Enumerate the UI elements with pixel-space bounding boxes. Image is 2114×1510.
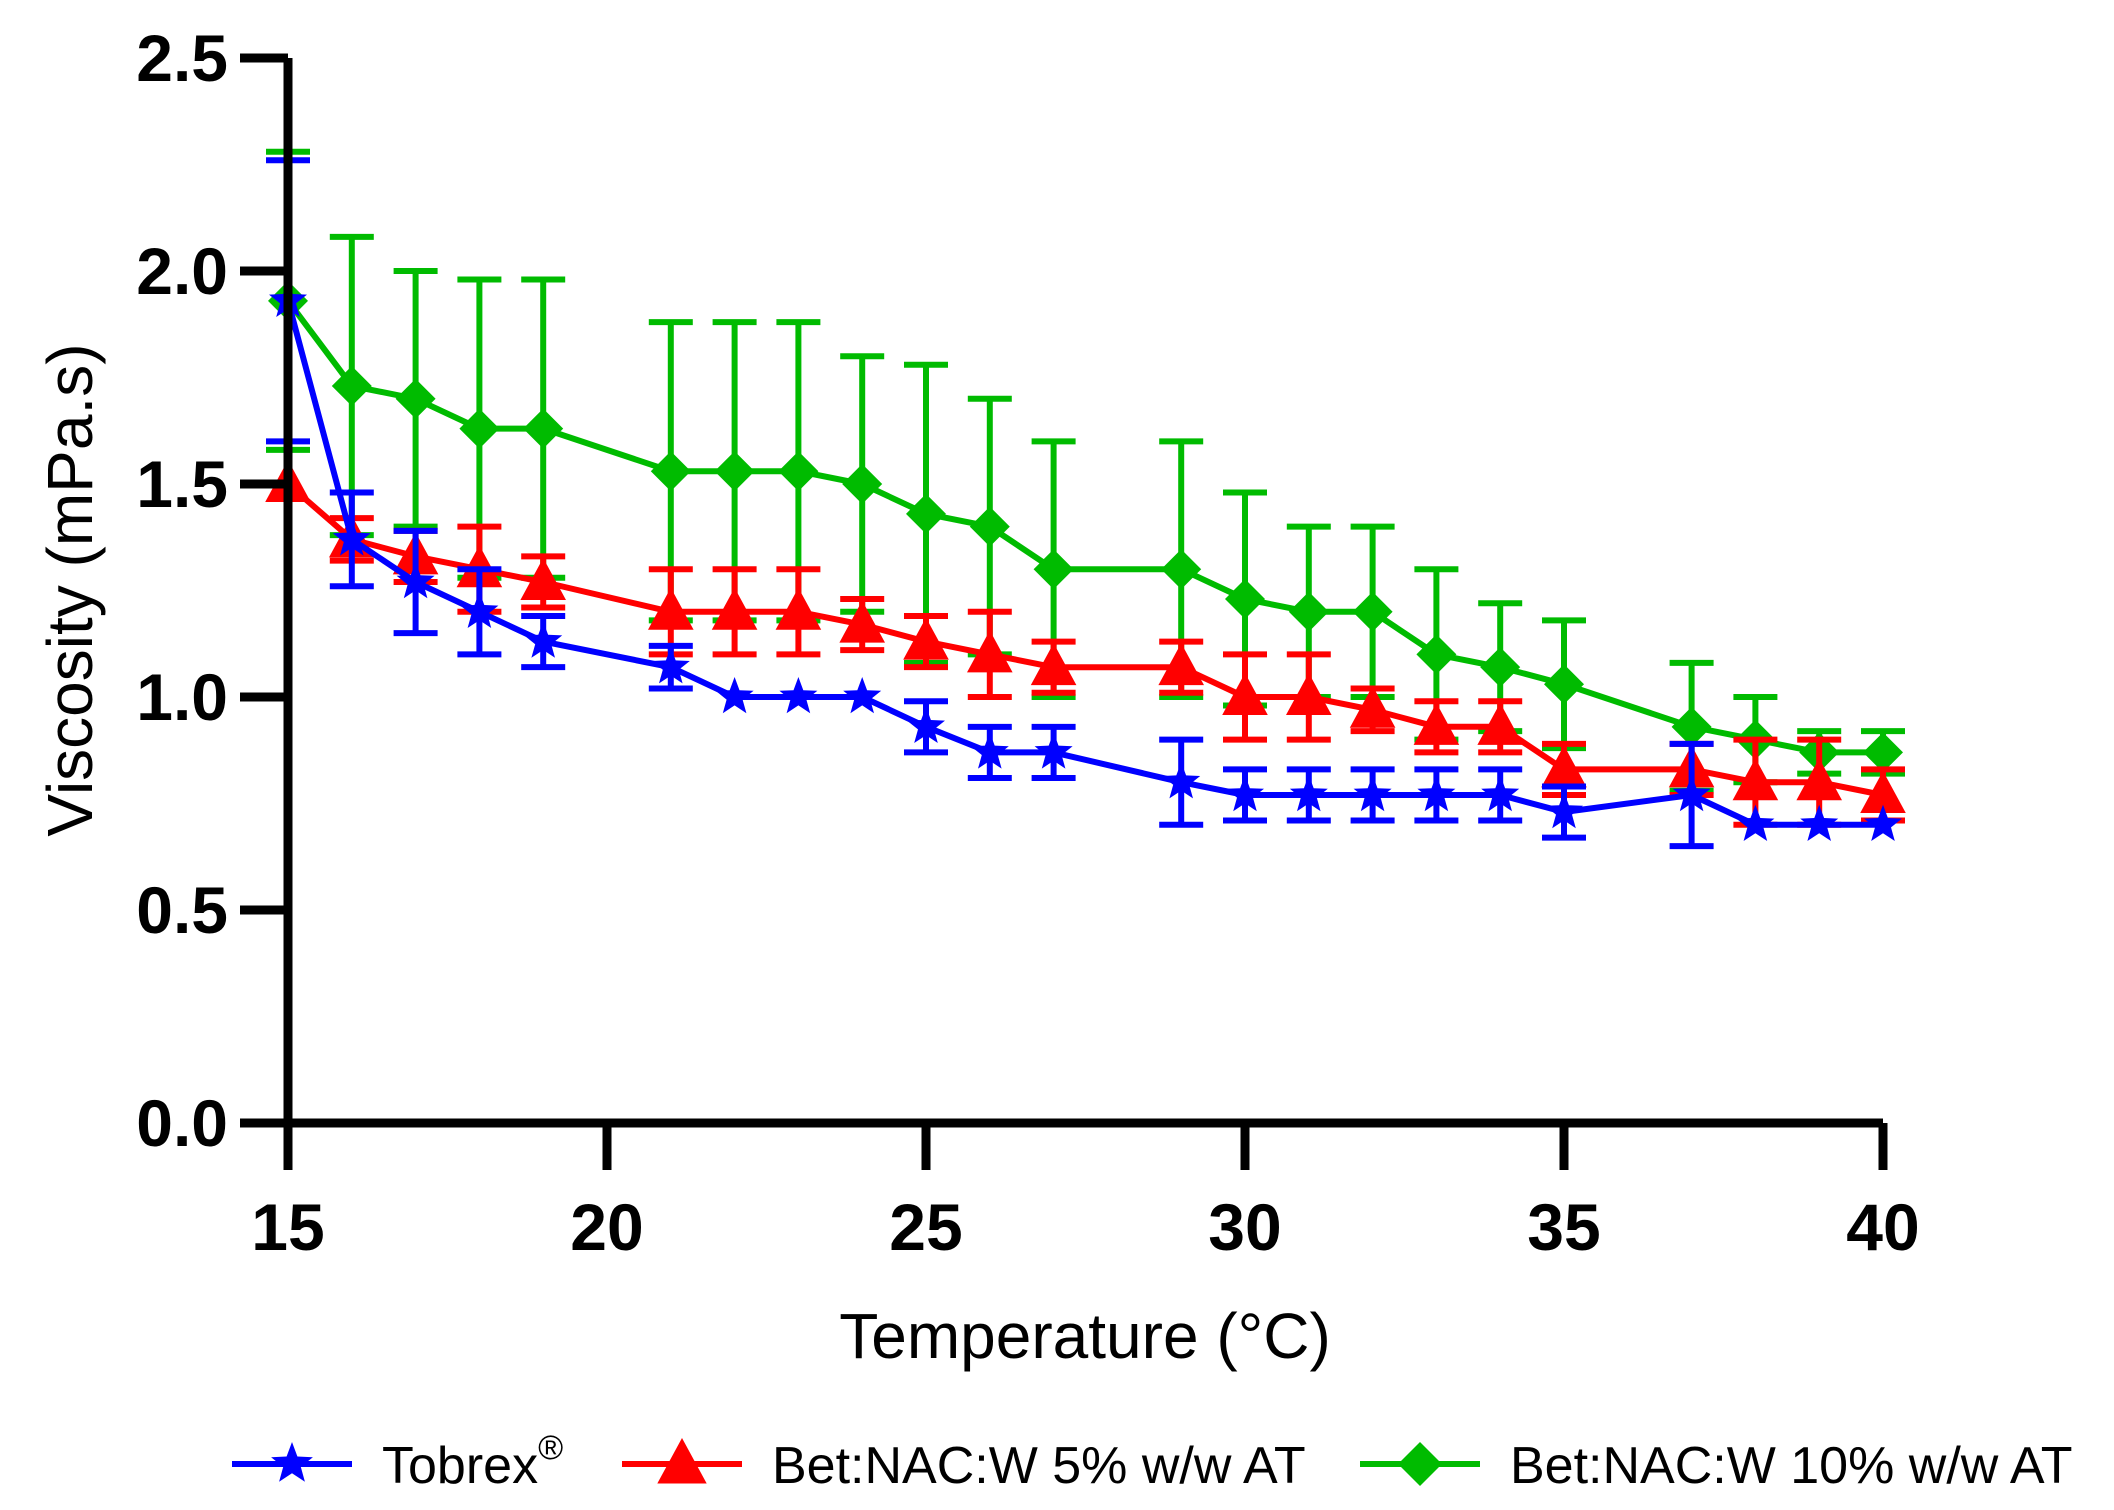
data-point-diamond	[1352, 591, 1393, 632]
data-point-star	[1034, 732, 1073, 769]
x-axis-title: Temperature (°C)	[839, 1300, 1331, 1372]
data-point-triangle	[1541, 745, 1587, 788]
data-point-triangle	[1030, 643, 1077, 686]
data-point-diamond	[714, 451, 755, 492]
data-point-diamond	[842, 464, 883, 504]
data-point-triangle	[1796, 758, 1842, 801]
series-2	[265, 460, 1906, 828]
data-point-star	[1226, 775, 1264, 812]
legend-label: Bet:NAC:W 5% w/w AT	[772, 1437, 1306, 1495]
data-point-diamond	[331, 366, 372, 407]
data-point-diamond	[459, 408, 500, 449]
y-tick-label: 1.0	[136, 660, 228, 734]
data-point-triangle	[1158, 643, 1204, 686]
data-point-star	[396, 562, 435, 599]
legend-item-3: Bet:NAC:W 10% w/w AT	[1360, 1437, 2073, 1495]
data-point-star	[970, 732, 1009, 769]
data-point-diamond	[1671, 706, 1712, 747]
data-point-triangle	[775, 587, 822, 630]
y-ticks: 0.0 0.5 1.0 1.5 2.0 2.5	[136, 21, 288, 1160]
data-point-triangle	[967, 630, 1013, 673]
data-point-triangle	[903, 617, 949, 660]
data-point-diamond	[1161, 549, 1202, 590]
data-point-star	[332, 519, 371, 556]
data-point-star	[1864, 804, 1902, 841]
series-1	[266, 157, 1902, 850]
data-point-star	[1417, 775, 1456, 812]
data-point-diamond	[1288, 591, 1329, 632]
data-point-diamond	[1416, 634, 1457, 675]
legend-marker	[1398, 1442, 1442, 1486]
legend-label-text: Bet:NAC:W 10% w/w AT	[1510, 1437, 2073, 1495]
data-point-star	[1353, 775, 1392, 812]
data-point-diamond	[395, 378, 436, 419]
series-3	[266, 148, 1905, 794]
data-point-triangle	[839, 600, 885, 643]
data-point-triangle	[648, 587, 694, 630]
data-point-triangle	[1732, 758, 1779, 801]
legend-label-superscript: ®	[538, 1429, 563, 1467]
y-tick-label: 2.5	[136, 21, 228, 95]
series-line	[285, 300, 1883, 828]
data-point-diamond	[1863, 732, 1903, 773]
x-tick-label: 25	[889, 1190, 962, 1264]
data-point-star	[1289, 775, 1328, 812]
data-point-star	[715, 677, 754, 714]
y-tick-label: 1.5	[136, 447, 228, 521]
data-point-star	[460, 591, 499, 628]
x-ticks: 15 20 25 30 35 40	[251, 1123, 1920, 1264]
data-point-star	[1736, 804, 1775, 841]
data-point-star	[843, 677, 882, 714]
data-point-triangle	[1413, 702, 1460, 745]
series-line	[285, 299, 1883, 756]
legend-item-2: Bet:NAC:W 5% w/w AT	[622, 1437, 1306, 1495]
data-point-star	[1800, 804, 1839, 841]
data-point-diamond	[1544, 664, 1584, 705]
data-point-triangle	[1477, 702, 1523, 745]
data-point-diamond	[969, 506, 1010, 547]
data-point-triangle	[711, 587, 758, 630]
y-tick-label: 0.5	[136, 873, 228, 947]
data-point-triangle	[1286, 673, 1332, 715]
x-tick-label: 40	[1846, 1190, 1919, 1264]
legend-marker	[657, 1438, 707, 1484]
x-tick-label: 20	[570, 1190, 643, 1264]
legend-label-text: Tobrex	[382, 1437, 538, 1495]
data-point-star	[651, 647, 690, 684]
data-point-diamond	[778, 451, 819, 492]
data-point-diamond	[1033, 549, 1074, 590]
data-point-star	[907, 706, 945, 743]
series-line	[286, 481, 1884, 798]
legend-item-1: Tobrex®	[232, 1429, 563, 1495]
data-point-triangle	[1860, 770, 1906, 813]
x-tick-label: 15	[251, 1190, 324, 1264]
legend-label: Tobrex®	[382, 1429, 563, 1495]
axes: 0.0 0.5 1.0 1.5 2.0 2.5 15 20 25 30 35 40	[136, 21, 1919, 1264]
data-point-star	[779, 677, 818, 714]
y-tick-label: 0.0	[136, 1086, 228, 1160]
plot-area	[265, 148, 1906, 850]
legend: Tobrex® Bet:NAC:W 5% w/w AT Bet:NAC:W 10% …	[232, 1429, 2073, 1495]
data-point-triangle	[520, 557, 566, 600]
data-point-diamond	[523, 408, 564, 449]
data-point-diamond	[1480, 647, 1521, 688]
data-point-diamond	[906, 493, 946, 534]
data-point-diamond	[650, 451, 691, 492]
legend-label: Bet:NAC:W 10% w/w AT	[1510, 1437, 2073, 1495]
legend-marker	[271, 1442, 313, 1482]
x-tick-label: 35	[1527, 1190, 1600, 1264]
y-axis-title: Viscosity (mPa.s)	[34, 343, 106, 836]
data-point-diamond	[1225, 579, 1265, 620]
y-tick-label: 2.0	[136, 234, 228, 308]
data-point-star	[1481, 775, 1520, 812]
data-point-triangle	[1349, 685, 1396, 728]
data-point-triangle	[1222, 673, 1268, 715]
x-tick-label: 30	[1208, 1190, 1281, 1264]
data-point-star	[1162, 762, 1201, 799]
data-point-star	[1672, 775, 1711, 812]
data-point-star	[524, 621, 563, 658]
legend-label-text: Bet:NAC:W 5% w/w AT	[772, 1437, 1306, 1495]
data-point-star	[1545, 792, 1583, 829]
